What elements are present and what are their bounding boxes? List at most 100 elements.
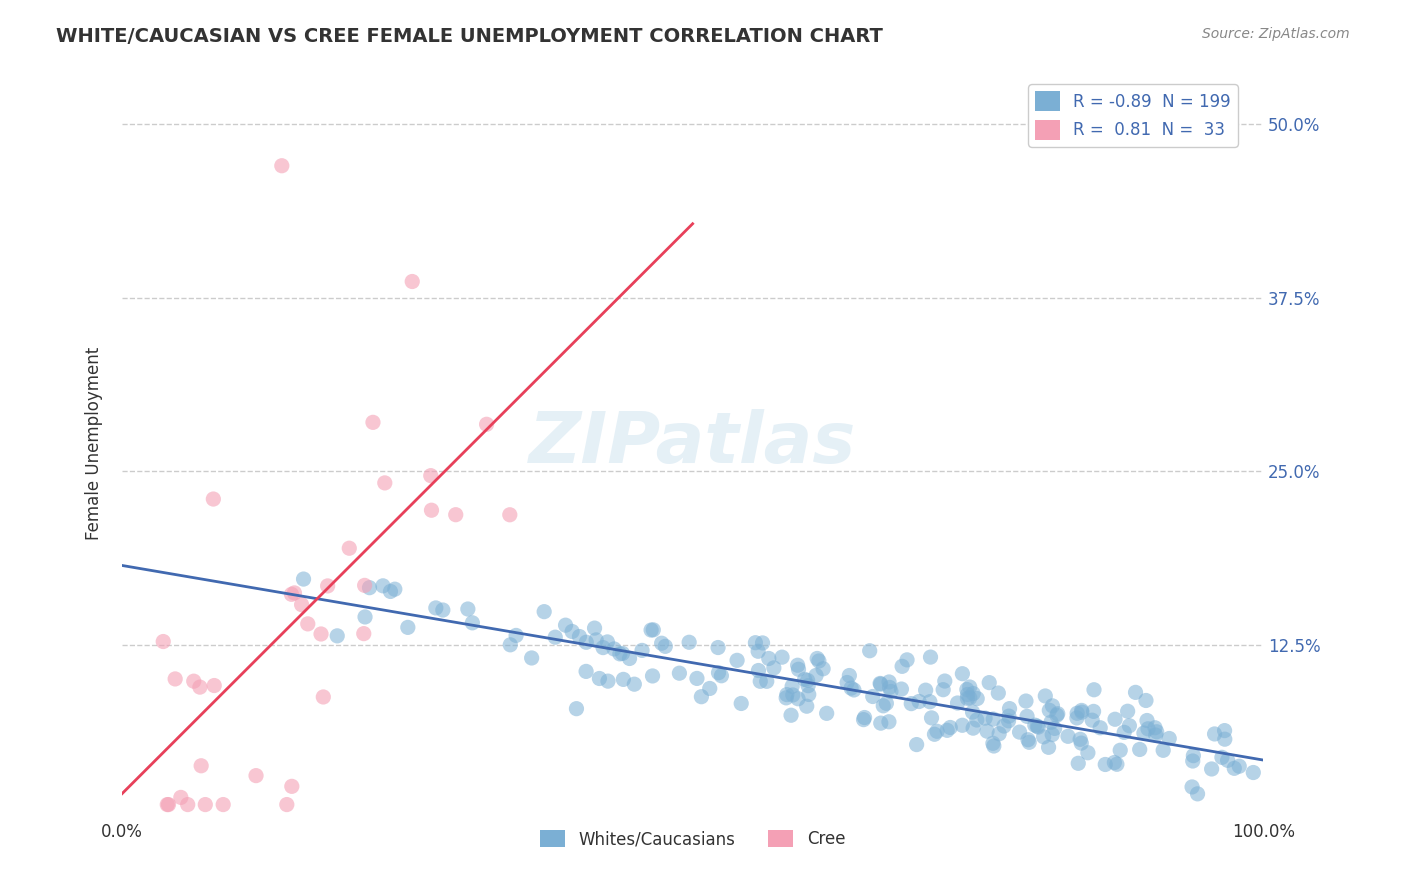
Point: [190, 758, 212, 772]
Point: [353, 578, 375, 592]
Point: [1015, 694, 1038, 708]
Point: [900, 697, 922, 711]
Point: [1104, 712, 1126, 726]
Point: [749, 674, 772, 689]
Point: [245, 769, 267, 783]
Point: [859, 644, 882, 658]
Legend: R = -0.89  N = 199, R =  0.81  N =  33: R = -0.89 N = 199, R = 0.81 N = 33: [1028, 85, 1237, 146]
Point: [797, 679, 820, 693]
Point: [568, 630, 591, 644]
Point: [747, 664, 769, 678]
Point: [1015, 709, 1038, 723]
Point: [353, 626, 375, 640]
Y-axis label: Female Unemployment: Female Unemployment: [86, 347, 103, 541]
Point: [612, 647, 634, 661]
Point: [1204, 727, 1226, 741]
Point: [419, 468, 441, 483]
Point: [170, 790, 193, 805]
Point: [520, 651, 543, 665]
Point: [165, 672, 187, 686]
Point: [962, 686, 984, 700]
Point: [787, 662, 810, 676]
Point: [793, 673, 815, 687]
Point: [668, 666, 690, 681]
Point: [312, 690, 335, 704]
Point: [776, 688, 799, 702]
Point: [337, 541, 360, 556]
Point: [934, 674, 956, 689]
Point: [775, 690, 797, 705]
Point: [1129, 742, 1152, 756]
Point: [177, 797, 200, 812]
Point: [292, 572, 315, 586]
Point: [585, 632, 607, 647]
Point: [797, 688, 820, 702]
Point: [641, 669, 664, 683]
Point: [631, 643, 654, 657]
Point: [1213, 723, 1236, 738]
Point: [920, 650, 942, 665]
Point: [1038, 740, 1060, 755]
Text: WHITE/CAUCASIAN VS CREE FEMALE UNEMPLOYMENT CORRELATION CHART: WHITE/CAUCASIAN VS CREE FEMALE UNEMPLOYM…: [56, 27, 883, 45]
Point: [877, 675, 900, 690]
Point: [183, 674, 205, 689]
Point: [905, 738, 928, 752]
Point: [596, 635, 619, 649]
Point: [1046, 708, 1069, 723]
Point: [361, 415, 384, 429]
Point: [979, 675, 1001, 690]
Point: [690, 690, 713, 704]
Text: ZIPatlas: ZIPatlas: [529, 409, 856, 478]
Point: [1008, 725, 1031, 739]
Point: [575, 665, 598, 679]
Point: [1187, 787, 1209, 801]
Point: [380, 584, 402, 599]
Point: [1159, 731, 1181, 746]
Point: [280, 587, 302, 601]
Point: [359, 581, 381, 595]
Point: [396, 620, 419, 634]
Point: [592, 640, 614, 655]
Point: [1109, 743, 1132, 757]
Point: [890, 681, 912, 696]
Point: [962, 705, 984, 719]
Point: [1182, 748, 1205, 763]
Point: [499, 508, 522, 522]
Point: [815, 706, 838, 721]
Point: [962, 721, 984, 735]
Point: [762, 661, 785, 675]
Point: [461, 615, 484, 630]
Point: [309, 627, 332, 641]
Point: [270, 159, 292, 173]
Point: [707, 640, 730, 655]
Point: [374, 475, 396, 490]
Point: [1066, 706, 1088, 721]
Point: [609, 647, 631, 661]
Point: [974, 711, 997, 725]
Point: [1067, 756, 1090, 771]
Point: [993, 719, 1015, 733]
Point: [998, 709, 1021, 723]
Point: [786, 658, 808, 673]
Point: [1046, 706, 1069, 721]
Text: Source: ZipAtlas.com: Source: ZipAtlas.com: [1202, 27, 1350, 41]
Point: [202, 679, 225, 693]
Point: [1152, 743, 1174, 757]
Point: [152, 634, 174, 648]
Point: [956, 688, 979, 702]
Point: [869, 676, 891, 690]
Point: [316, 579, 339, 593]
Point: [444, 508, 467, 522]
Point: [202, 491, 225, 506]
Point: [959, 680, 981, 694]
Point: [1069, 732, 1091, 747]
Point: [852, 713, 875, 727]
Point: [420, 503, 443, 517]
Point: [283, 586, 305, 600]
Point: [1040, 728, 1063, 742]
Point: [950, 718, 973, 732]
Point: [966, 713, 988, 727]
Point: [1104, 756, 1126, 770]
Point: [432, 603, 454, 617]
Point: [1066, 711, 1088, 725]
